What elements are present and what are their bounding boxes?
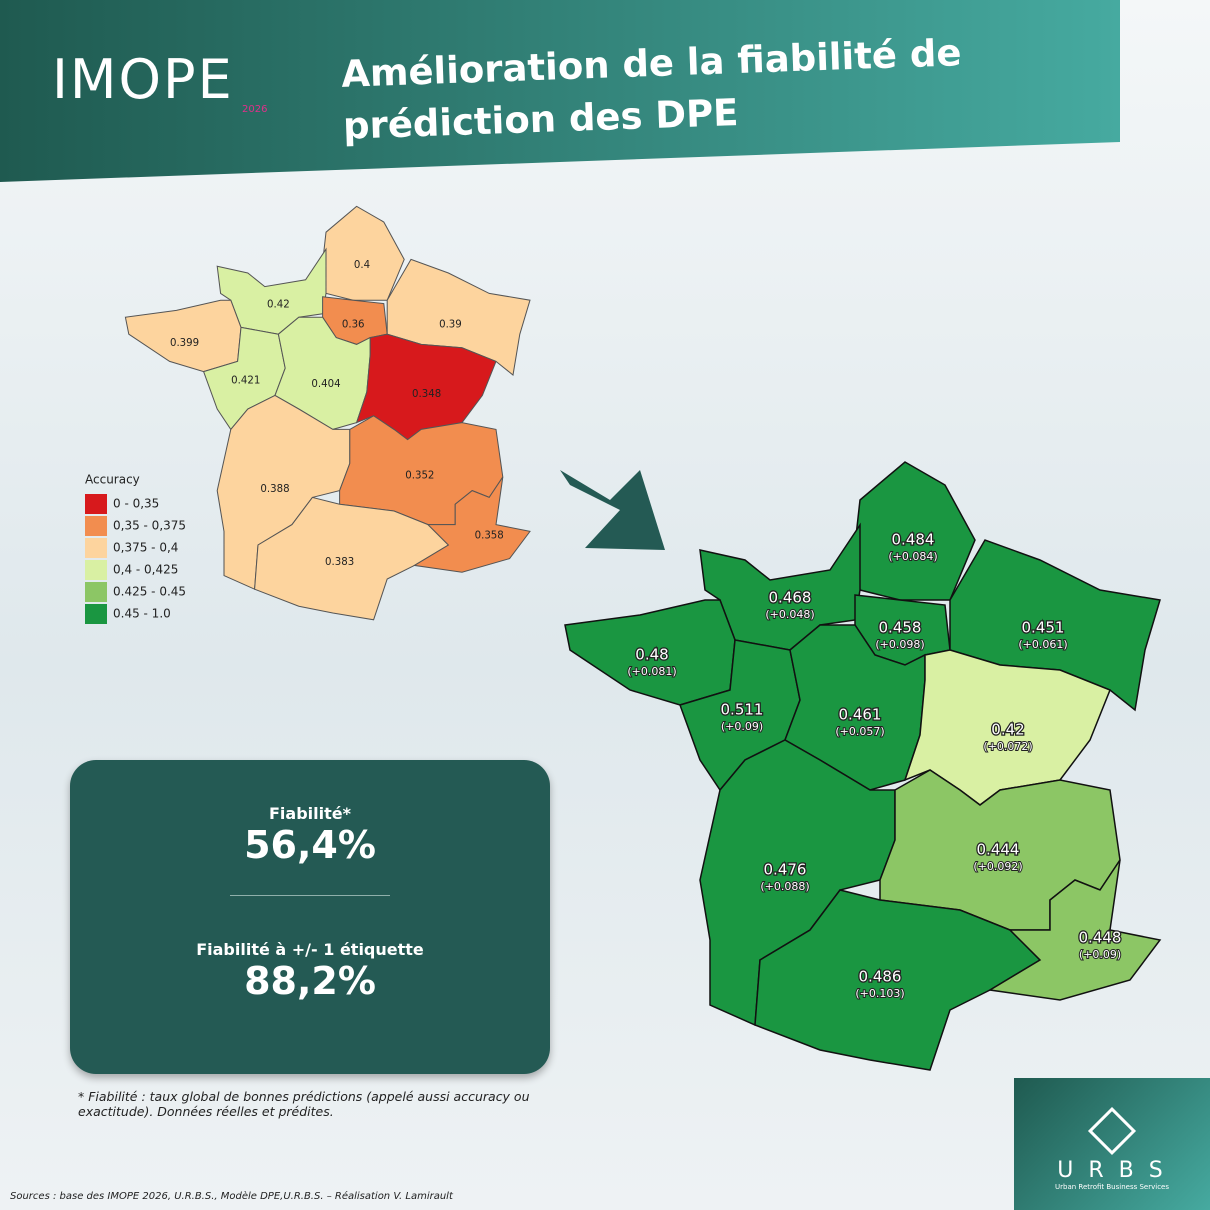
region	[124, 299, 242, 373]
region-label: 0.468	[769, 589, 812, 607]
region-label: 0.448	[1079, 929, 1122, 947]
region-delta: (+0.09)	[721, 720, 763, 733]
region-label: 0.352	[405, 471, 434, 482]
legend-swatch	[85, 604, 107, 624]
region-label: 0.42	[267, 299, 290, 310]
region-delta: (+0.084)	[888, 550, 937, 563]
legend-label: 0.45 - 1.0	[113, 607, 171, 621]
brand-icon	[1087, 1106, 1137, 1156]
footnote: * Fiabilité : taux global de bonnes préd…	[78, 1089, 530, 1119]
region-delta: (+0.057)	[835, 725, 884, 738]
region-label: 0.42	[991, 721, 1024, 739]
region-label: 0.461	[839, 706, 882, 724]
region-label: 0.388	[260, 484, 289, 495]
stats-box: Fiabilité* 56,4% Fiabilité à +/- 1 étiqu…	[70, 760, 550, 1074]
logo-year: 2026	[242, 104, 268, 115]
stat-label: Fiabilité à +/- 1 étiquette	[196, 940, 424, 959]
region-label: 0.36	[342, 320, 365, 331]
region	[987, 859, 1162, 1001]
brand: U R B S Urban Retrofit Business Services	[1014, 1078, 1210, 1210]
region	[216, 394, 351, 590]
legend-swatch	[85, 582, 107, 602]
region-label: 0.458	[879, 619, 922, 637]
region-delta: (+0.092)	[973, 860, 1022, 873]
logo: IMOPE	[52, 48, 234, 111]
legend-title: Accuracy	[85, 473, 140, 487]
stat-label: Fiabilité*	[269, 804, 351, 823]
legend-label: 0,375 - 0,4	[113, 541, 178, 555]
stat-value: 56,4%	[244, 823, 376, 867]
region-label: 0.383	[325, 557, 354, 568]
region	[412, 476, 531, 573]
region	[699, 739, 896, 1027]
legend-swatch	[85, 516, 107, 536]
region-label: 0.511	[721, 701, 764, 719]
region-delta: (+0.061)	[1018, 638, 1067, 651]
region-delta: (+0.081)	[627, 665, 676, 678]
legend-swatch	[85, 494, 107, 514]
legend-label: 0,4 - 0,425	[113, 563, 178, 577]
legend-label: 0 - 0,35	[113, 497, 159, 511]
region-delta: (+0.103)	[855, 987, 904, 1000]
legend-label: 0,35 - 0,375	[113, 519, 186, 533]
region-label: 0.48	[635, 646, 668, 664]
brand-tagline: Urban Retrofit Business Services	[1055, 1183, 1169, 1191]
region-label: 0.484	[892, 531, 935, 549]
region-label: 0.404	[311, 379, 340, 390]
region-label: 0.4	[354, 260, 370, 271]
arrow	[560, 470, 665, 550]
region-delta: (+0.048)	[765, 608, 814, 621]
sources: Sources : base des IMOPE 2026, U.R.B.S.,…	[10, 1191, 453, 1202]
region-delta: (+0.098)	[875, 638, 924, 651]
region-label: 0.476	[764, 861, 807, 879]
region-delta: (+0.072)	[983, 740, 1032, 753]
region-label: 0.358	[475, 530, 504, 541]
stat-value: 88,2%	[244, 959, 376, 1003]
legend-swatch	[85, 560, 107, 580]
legend-swatch	[85, 538, 107, 558]
divider	[230, 895, 390, 896]
region	[322, 205, 405, 301]
region-delta: (+0.09)	[1079, 948, 1121, 961]
region-label: 0.421	[231, 375, 260, 386]
region-label: 0.451	[1022, 619, 1065, 637]
region-label: 0.444	[977, 841, 1020, 859]
region-label: 0.39	[439, 320, 462, 331]
brand-name: U R B S	[1057, 1158, 1167, 1183]
region-delta: (+0.088)	[760, 880, 809, 893]
region-label: 0.348	[412, 389, 441, 400]
region-label: 0.399	[170, 338, 199, 349]
legend-label: 0.425 - 0.45	[113, 585, 186, 599]
region-label: 0.486	[859, 968, 902, 986]
